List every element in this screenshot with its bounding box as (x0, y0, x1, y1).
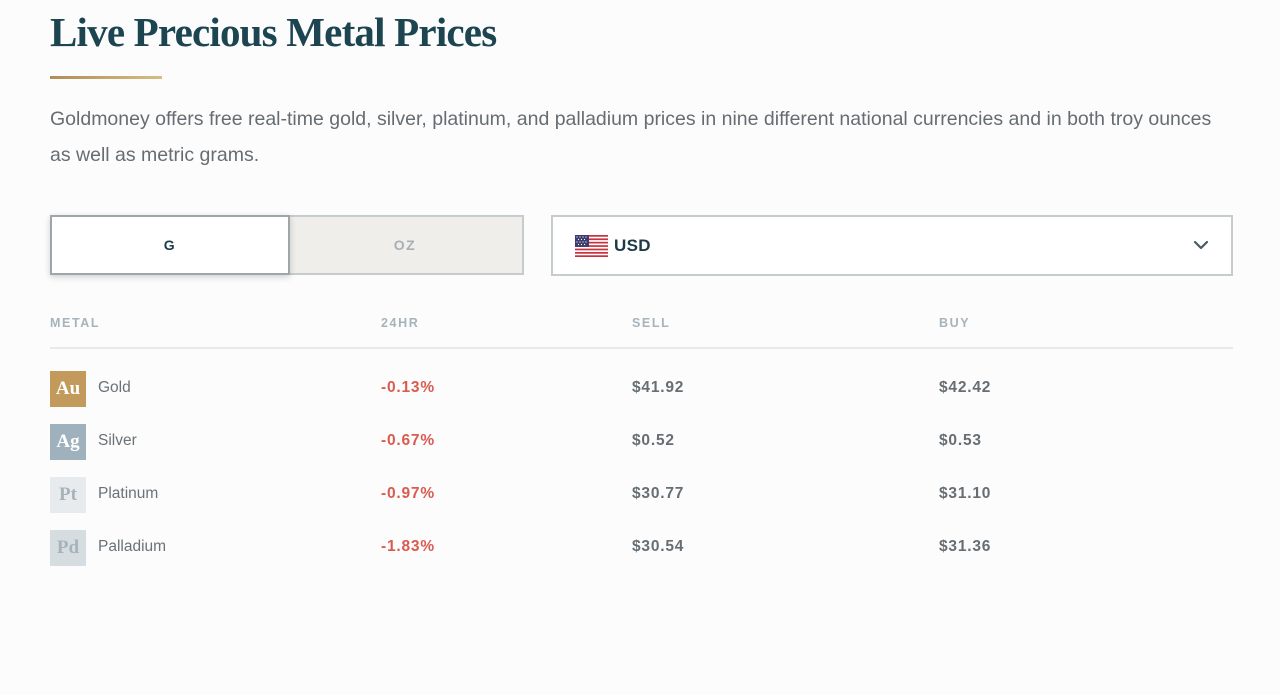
header-metal: METAL (50, 316, 101, 330)
currency-select[interactable]: USD (551, 215, 1233, 276)
table-row-silver: Ag Silver -0.67% $0.52 $0.53 (50, 424, 1233, 460)
change-24hr: -0.13% (381, 379, 435, 396)
us-flag-icon (575, 234, 608, 257)
unit-grams-button[interactable]: G (50, 215, 290, 275)
table-header: METAL 24HR SELL BUY (50, 316, 1233, 349)
palladium-symbol-badge: Pd (50, 530, 86, 566)
currency-code: USD (614, 235, 651, 255)
buy-price: $31.36 (939, 538, 992, 555)
buy-price: $42.42 (939, 379, 992, 396)
page-title: Live Precious Metal Prices (50, 9, 497, 55)
platinum-symbol-badge: Pt (50, 477, 86, 513)
unit-toggle: G OZ (50, 215, 524, 275)
table-row-gold: Au Gold -0.13% $41.92 $42.42 (50, 371, 1233, 407)
change-24hr: -0.97% (381, 485, 435, 502)
sell-price: $30.77 (632, 485, 685, 502)
header-sell: SELL (632, 316, 671, 330)
metal-name: Palladium (98, 538, 167, 555)
change-24hr: -1.83% (381, 538, 435, 555)
intro-text: Goldmoney offers free real-time gold, si… (50, 108, 1212, 166)
header-buy: BUY (939, 316, 971, 330)
table-row-platinum: Pt Platinum -0.97% $30.77 $31.10 (50, 477, 1233, 513)
table-row-palladium: Pd Palladium -1.83% $30.54 $31.36 (50, 530, 1233, 566)
buy-price: $0.53 (939, 432, 982, 449)
sell-price: $30.54 (632, 538, 685, 555)
buy-price: $31.10 (939, 485, 992, 502)
sell-price: $0.52 (632, 432, 675, 449)
header-24hr: 24HR (381, 316, 420, 330)
metal-name: Silver (98, 432, 137, 449)
gold-symbol-badge: Au (50, 371, 86, 407)
silver-symbol-badge: Ag (50, 424, 86, 460)
metal-name: Platinum (98, 485, 159, 502)
sell-price: $41.92 (632, 379, 685, 396)
title-underline (50, 76, 162, 79)
unit-ounces-button[interactable]: OZ (393, 237, 417, 253)
metal-name: Gold (98, 379, 131, 396)
chevron-down-icon[interactable] (1193, 239, 1209, 251)
change-24hr: -0.67% (381, 432, 435, 449)
